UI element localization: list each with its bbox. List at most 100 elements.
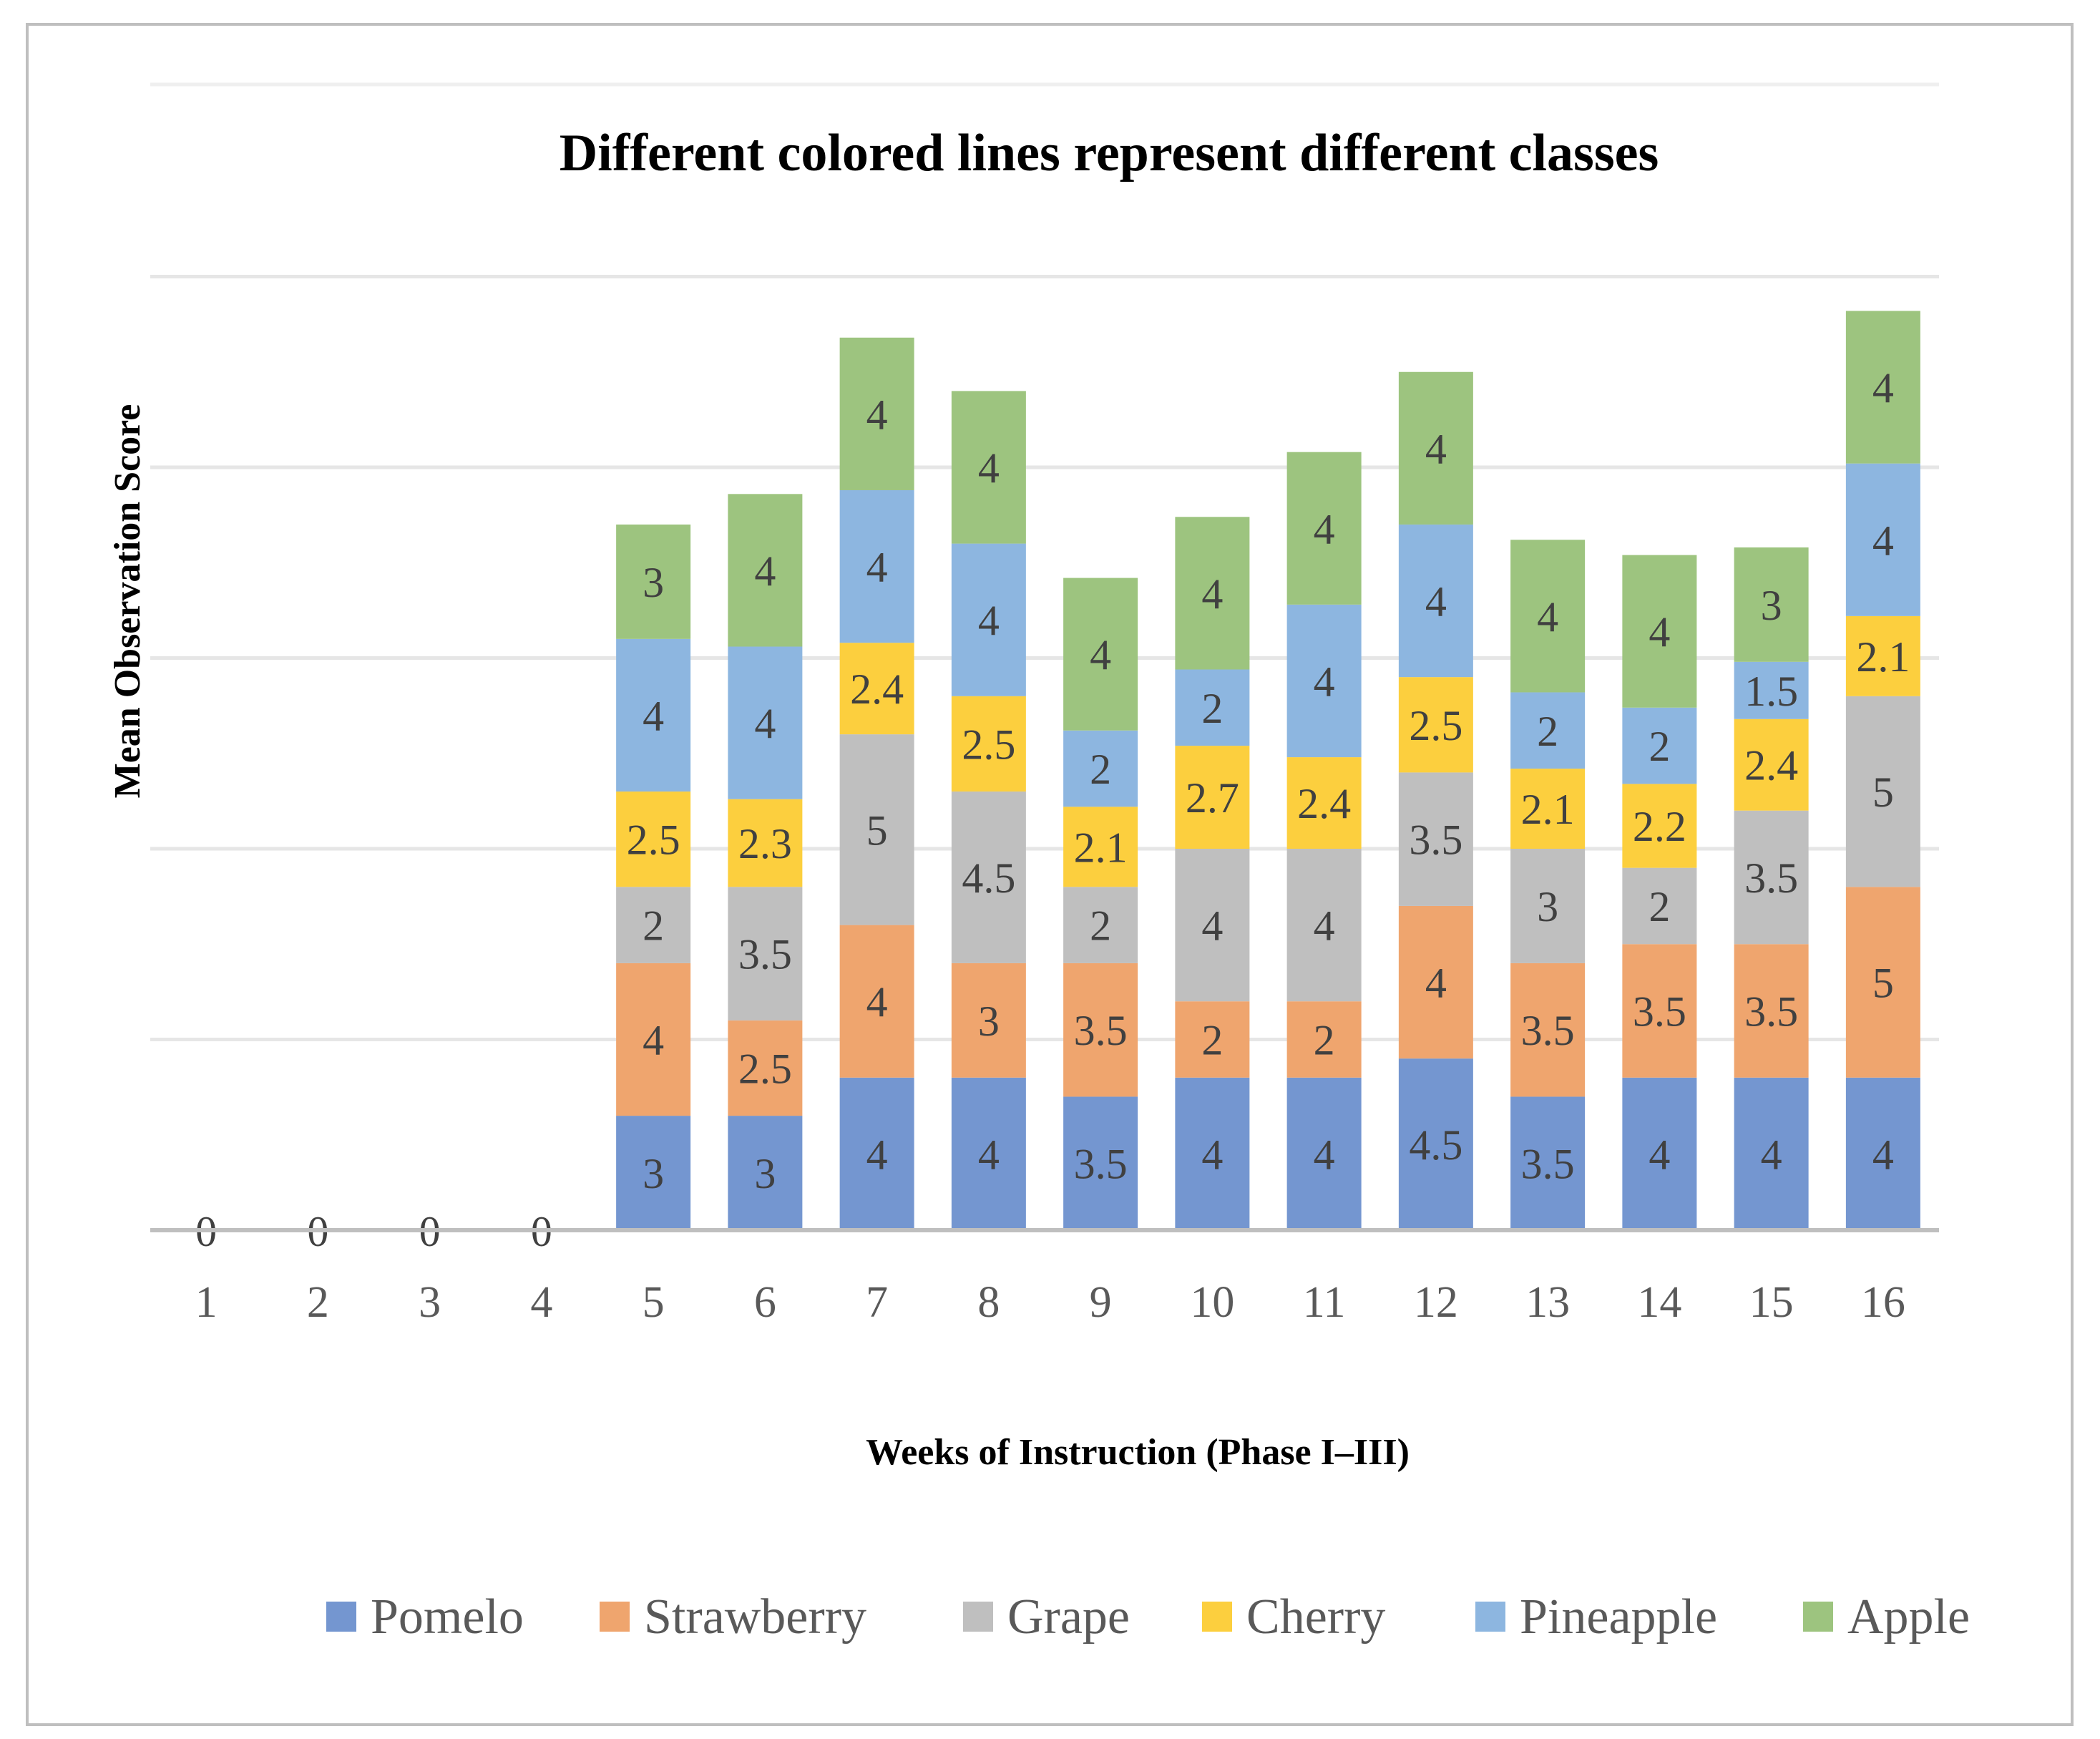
bar-week-7-pomelo xyxy=(839,1077,914,1230)
data-label-week-16-pomelo: 4 xyxy=(1872,1131,1894,1178)
bar-week-9-strawberry xyxy=(1063,963,1138,1097)
data-label-week-5-strawberry: 4 xyxy=(643,1017,664,1064)
bar-week-15-apple xyxy=(1734,547,1809,662)
x-axis-title: Weeks of Instruction (Phase I–III) xyxy=(866,1432,1410,1473)
data-label-week-11-pomelo: 4 xyxy=(1314,1131,1335,1178)
bar-week-11-pomelo xyxy=(1286,1077,1362,1230)
bar-week-16-pomelo xyxy=(1845,1077,1920,1230)
data-label-week-12-cherry: 2.5 xyxy=(1409,702,1462,749)
x-tick-label-16: 16 xyxy=(1861,1278,1905,1327)
x-tick-label-6: 6 xyxy=(754,1278,776,1327)
bar-week-5-pomelo xyxy=(616,1116,691,1230)
data-label-week-8-pineapple: 4 xyxy=(978,597,1000,644)
bar-week-5-grape xyxy=(616,887,691,963)
bar-week-14-grape xyxy=(1622,867,1697,945)
bar-week-13-grape xyxy=(1510,849,1586,963)
data-label-week-13-pomelo: 3.5 xyxy=(1521,1141,1575,1188)
bar-week-11-grape xyxy=(1286,849,1362,1002)
bar-week-5-cherry xyxy=(616,791,691,887)
legend-item-grape: Grape xyxy=(963,1589,1130,1645)
bar-week-8-pineapple xyxy=(951,543,1026,696)
legend-item-cherry: Cherry xyxy=(1202,1589,1385,1645)
data-label-week-10-strawberry: 2 xyxy=(1201,1017,1223,1064)
data-label-week-9-apple: 4 xyxy=(1090,631,1111,678)
legend-label-pineapple: Pineapple xyxy=(1520,1589,1717,1645)
bar-week-7-apple xyxy=(839,337,914,490)
data-label-week-14-pineapple: 2 xyxy=(1649,723,1670,770)
data-label-week-15-strawberry: 3.5 xyxy=(1744,988,1798,1036)
bar-week-13-cherry xyxy=(1510,769,1586,849)
bar-week-10-grape xyxy=(1175,849,1250,1002)
bar-week-6-strawberry xyxy=(728,1020,803,1116)
bar-week-9-pineapple xyxy=(1063,730,1138,807)
bar-week-15-cherry xyxy=(1734,719,1809,811)
legend-swatch-pomelo xyxy=(326,1602,356,1632)
data-label-week-10-grape: 4 xyxy=(1201,902,1223,950)
legend-label-cherry: Cherry xyxy=(1246,1589,1385,1645)
bar-week-5-pineapple xyxy=(616,638,691,792)
x-tick-label-7: 7 xyxy=(866,1278,888,1327)
bar-week-15-grape xyxy=(1734,810,1809,945)
x-tick-label-11: 11 xyxy=(1303,1278,1346,1327)
data-label-week-6-apple: 4 xyxy=(754,547,776,595)
legend-swatch-strawberry xyxy=(600,1602,630,1632)
data-label-week-15-cherry: 2.4 xyxy=(1744,742,1798,789)
x-tick-label-4: 4 xyxy=(530,1278,552,1327)
bar-week-16-apple xyxy=(1845,311,1920,464)
legend-label-apple: Apple xyxy=(1847,1589,1970,1645)
data-label-week-11-apple: 4 xyxy=(1314,505,1335,552)
data-label-week-15-pomelo: 4 xyxy=(1761,1131,1782,1178)
bar-week-13-strawberry xyxy=(1510,963,1586,1097)
data-label-week-16-strawberry: 5 xyxy=(1872,960,1894,1007)
data-labels: 00003422.54332.53.52.3444452.444434.52.5… xyxy=(195,364,1910,1255)
data-label-week-12-pineapple: 4 xyxy=(1425,578,1447,625)
data-label-week-8-apple: 4 xyxy=(978,444,1000,492)
chart-frame xyxy=(26,23,2074,1726)
data-label-week-16-cherry: 2.1 xyxy=(1856,633,1910,681)
data-label-week-6-grape: 3.5 xyxy=(738,931,792,978)
data-label-week-8-strawberry: 3 xyxy=(978,998,1000,1045)
bar-week-7-strawberry xyxy=(839,925,914,1078)
x-tick-label-13: 13 xyxy=(1525,1278,1570,1327)
data-label-week-14-apple: 4 xyxy=(1649,608,1670,656)
bar-week-12-pomelo xyxy=(1398,1058,1473,1230)
bar-week-9-grape xyxy=(1063,887,1138,963)
data-label-week-5-pineapple: 4 xyxy=(643,692,664,739)
data-label-week-7-cherry: 2.4 xyxy=(850,666,904,713)
bar-week-8-pomelo xyxy=(951,1077,1026,1230)
legend-swatch-cherry xyxy=(1202,1602,1232,1632)
data-label-week-9-grape: 2 xyxy=(1090,902,1111,950)
bar-week-11-apple xyxy=(1286,452,1362,605)
bar-week-6-pomelo xyxy=(728,1116,803,1230)
data-label-week-14-cherry: 2.2 xyxy=(1633,803,1686,850)
legend-item-strawberry: Strawberry xyxy=(600,1589,866,1645)
data-label-week-13-pineapple: 2 xyxy=(1537,708,1558,755)
bar-week-16-grape xyxy=(1845,696,1920,887)
data-label-week-16-apple: 4 xyxy=(1872,364,1894,411)
bar-week-15-pineapple xyxy=(1734,661,1809,719)
data-label-week-16-grape: 5 xyxy=(1872,769,1894,816)
data-label-week-11-strawberry: 2 xyxy=(1314,1017,1335,1064)
bar-week-16-strawberry xyxy=(1845,887,1920,1078)
data-label-week-7-pineapple: 4 xyxy=(866,544,888,591)
bar-week-12-pineapple xyxy=(1398,524,1473,678)
bar-week-15-strawberry xyxy=(1734,944,1809,1078)
data-label-week-11-grape: 4 xyxy=(1314,902,1335,950)
x-tick-label-10: 10 xyxy=(1190,1278,1234,1327)
data-label-week-10-pineapple: 2 xyxy=(1201,685,1223,732)
bar-week-13-apple xyxy=(1510,540,1586,693)
bar-week-13-pomelo xyxy=(1510,1096,1586,1230)
data-label-week-7-pomelo: 4 xyxy=(866,1131,888,1178)
bar-week-6-pineapple xyxy=(728,646,803,799)
bar-week-12-apple xyxy=(1398,371,1473,525)
bar-week-6-apple xyxy=(728,494,803,647)
legend-label-pomelo: Pomelo xyxy=(371,1589,524,1645)
bar-week-14-cherry xyxy=(1622,784,1697,868)
x-tick-label-2: 2 xyxy=(307,1278,329,1327)
data-label-week-9-pineapple: 2 xyxy=(1090,746,1111,793)
data-label-week-12-strawberry: 4 xyxy=(1425,960,1447,1007)
bar-week-8-cherry xyxy=(951,696,1026,792)
legend-item-pomelo: Pomelo xyxy=(326,1589,524,1645)
bar-week-10-pineapple xyxy=(1175,669,1250,746)
legend: Pomelo Strawberry Grape Cherry Pineapple Appl… xyxy=(326,1589,1970,1645)
